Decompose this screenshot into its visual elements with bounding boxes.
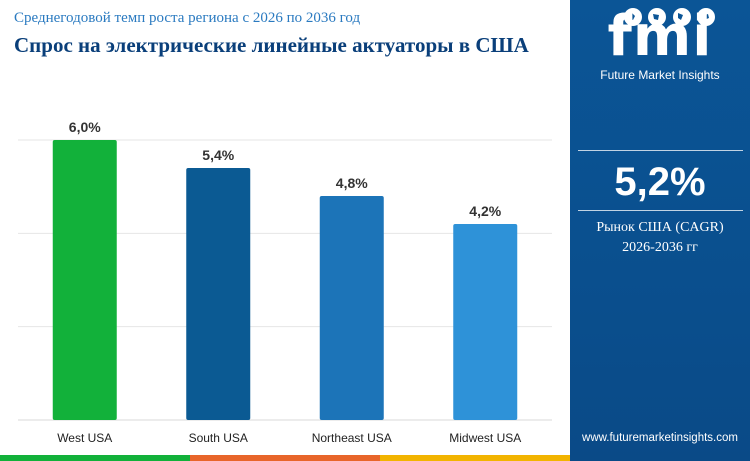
globe-dots-icon [624, 8, 715, 26]
bar [453, 224, 518, 420]
strip-segment [190, 455, 380, 461]
fmi-logo: fmi [607, 4, 713, 69]
strip-segment [0, 455, 190, 461]
bar-value-label: 4,8% [336, 175, 368, 191]
bar-value-label: 6,0% [69, 119, 101, 135]
divider [578, 210, 743, 211]
x-tick-label: Midwest USA [449, 431, 521, 445]
x-tick-label: West USA [57, 431, 112, 445]
kpi-label: Рынок США (CAGR) [596, 220, 724, 235]
chart-subtitle: Среднегодовой темп роста региона с 2026 … [14, 10, 361, 26]
x-tick-label: Northeast USA [312, 431, 392, 445]
strip-segment [380, 455, 570, 461]
x-tick-label: South USA [189, 431, 248, 445]
chart-header: Среднегодовой темп роста региона с 2026 … [0, 0, 570, 88]
bottom-color-strip [0, 455, 570, 461]
kpi-period: 2026-2036 гг [622, 240, 698, 255]
bar-value-label: 5,4% [202, 147, 234, 163]
kpi-value: 5,2% [614, 160, 706, 204]
bar-chart: 6,0% West USA 5,4% South USA 4,8% Northeast U… [18, 119, 552, 445]
bar [186, 168, 251, 420]
bar [52, 140, 117, 420]
chart-title: Спрос на электрические линейные актуатор… [14, 33, 529, 57]
brand-name: Future Market Insights [600, 68, 720, 82]
sidebar-panel: fmi Future Market Insights 5,2% Рынок СШ… [570, 0, 750, 461]
divider [578, 150, 743, 151]
bar [319, 196, 384, 420]
website-link[interactable]: www.futuremarketinsights.com [582, 432, 738, 444]
bar-value-label: 4,2% [469, 203, 501, 219]
chart-area: 6,0% West USA 5,4% South USA 4,8% Northeast U… [0, 90, 570, 455]
